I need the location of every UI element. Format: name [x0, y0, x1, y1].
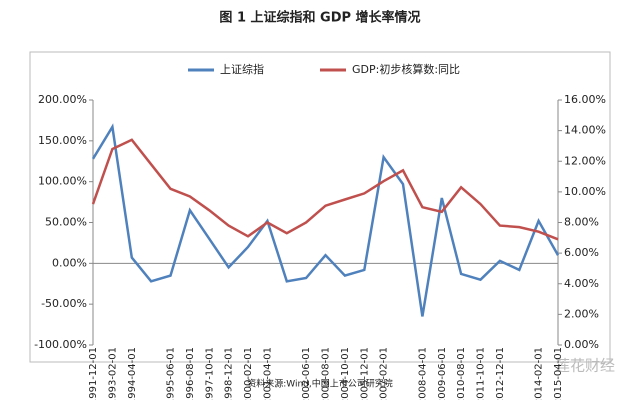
y2-tick-label: 16.00% [564, 93, 606, 106]
y2-tick-label: 10.00% [564, 185, 606, 198]
y2-tick-label: 6.00% [564, 246, 599, 259]
y-tick-label: -100.00% [34, 338, 87, 351]
x-tick-label: 1995-06-01 [166, 347, 177, 400]
y2-tick-label: 14.00% [564, 124, 606, 137]
x-tick-label: 2002-06-01 [301, 347, 312, 400]
legend-label: 上证综指 [220, 62, 264, 76]
x-tick-label: 2015-04-01 [553, 347, 564, 400]
x-tick-label: 2012-12-01 [495, 347, 506, 400]
x-tick-label: 1998-12-01 [224, 347, 235, 400]
x-tick-label: 2011-10-01 [476, 347, 487, 400]
x-tick-label: 2004-10-01 [340, 347, 351, 400]
y-tick-label: 0.00% [52, 256, 87, 269]
x-tick-label: 2003-08-01 [321, 347, 332, 400]
x-tick-label: 2007-02-01 [379, 347, 390, 400]
series-line [91, 123, 560, 317]
chart-frame [29, 51, 611, 363]
y-tick-label: -50.00% [41, 297, 87, 310]
x-tick-label: 1997-10-01 [204, 347, 215, 400]
x-tick-label: 1993-02-01 [107, 347, 118, 400]
x-tick-label: 2005-12-01 [359, 347, 370, 400]
x-tick-label: 2014-02-01 [534, 347, 545, 400]
chart-title: 图 1 上证综指和 GDP 增长率情况 [219, 10, 420, 26]
x-tick-label: 2010-08-01 [456, 347, 467, 400]
y-tick-label: 100.00% [38, 175, 87, 188]
x-tick-label: 2001-04-01 [262, 347, 273, 400]
y2-tick-label: 4.00% [564, 277, 599, 290]
y-tick-label: 50.00% [45, 216, 87, 229]
y-tick-label: 200.00% [38, 93, 87, 106]
x-tick-label: 1996-08-01 [185, 347, 196, 400]
y2-tick-label: 8.00% [564, 216, 599, 229]
y-tick-label: 150.00% [38, 134, 87, 147]
x-tick-label: 1991-12-01 [88, 347, 99, 400]
y2-tick-label: 2.00% [564, 307, 599, 320]
legend-label: GDP:初步核算数:同比 [352, 62, 460, 76]
watermark: 莲花财经 [555, 357, 615, 375]
y2-tick-label: 0.00% [564, 338, 599, 351]
x-tick-label: 1994-04-01 [127, 347, 138, 400]
y2-tick-label: 12.00% [564, 154, 606, 167]
x-tick-label: 2000-02-01 [243, 347, 254, 400]
x-tick-label: 2009-06-01 [437, 347, 448, 400]
source-note: 资料来源:Wind,中国上市公司研究院 [247, 378, 393, 390]
x-tick-label: 2008-04-01 [417, 347, 428, 400]
series-line [91, 138, 559, 241]
